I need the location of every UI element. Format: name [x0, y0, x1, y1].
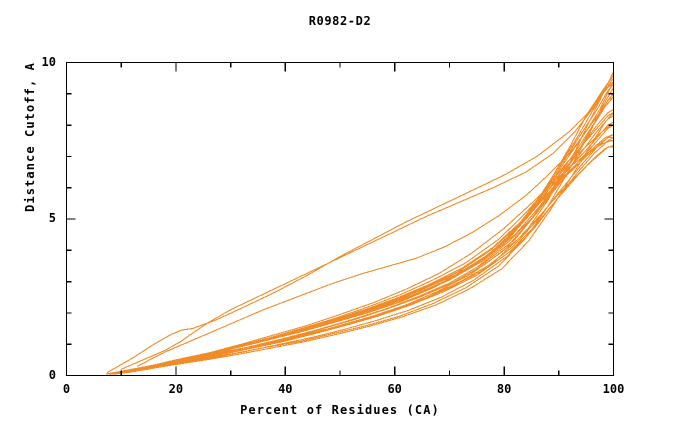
- data-curve: [137, 124, 615, 372]
- data-curve: [126, 96, 615, 373]
- x-tick-label: 20: [168, 382, 184, 396]
- y-tick-label: 0: [48, 367, 56, 382]
- data-curve: [126, 133, 615, 374]
- data-curve: [128, 121, 615, 373]
- data-curve: [115, 144, 615, 375]
- x-tick-label: 100: [602, 382, 625, 396]
- x-tick-label: 60: [387, 382, 402, 396]
- data-curve: [120, 77, 615, 370]
- data-curve: [108, 86, 615, 375]
- x-tick-label: 40: [278, 382, 293, 396]
- x-tick-label: 80: [496, 382, 512, 396]
- curve-series-group: [105, 71, 615, 375]
- data-curve: [134, 137, 615, 372]
- data-curve: [142, 140, 615, 371]
- data-curve: [117, 93, 615, 374]
- data-curve: [117, 133, 615, 375]
- data-curve: [137, 80, 615, 367]
- data-curve: [112, 96, 615, 375]
- x-tick-label: 0: [62, 382, 71, 396]
- y-tick-label: 10: [41, 54, 56, 69]
- chart-title: R0982-D2: [308, 14, 372, 28]
- data-curve: [112, 137, 615, 375]
- data-curve: [109, 112, 615, 375]
- x-axis-label: Percent of Residues (CA): [240, 403, 440, 417]
- data-curve: [120, 83, 615, 374]
- y-tick-label: 5: [48, 211, 56, 225]
- data-curve: [115, 80, 615, 375]
- axis-ticks-group: [65, 61, 615, 377]
